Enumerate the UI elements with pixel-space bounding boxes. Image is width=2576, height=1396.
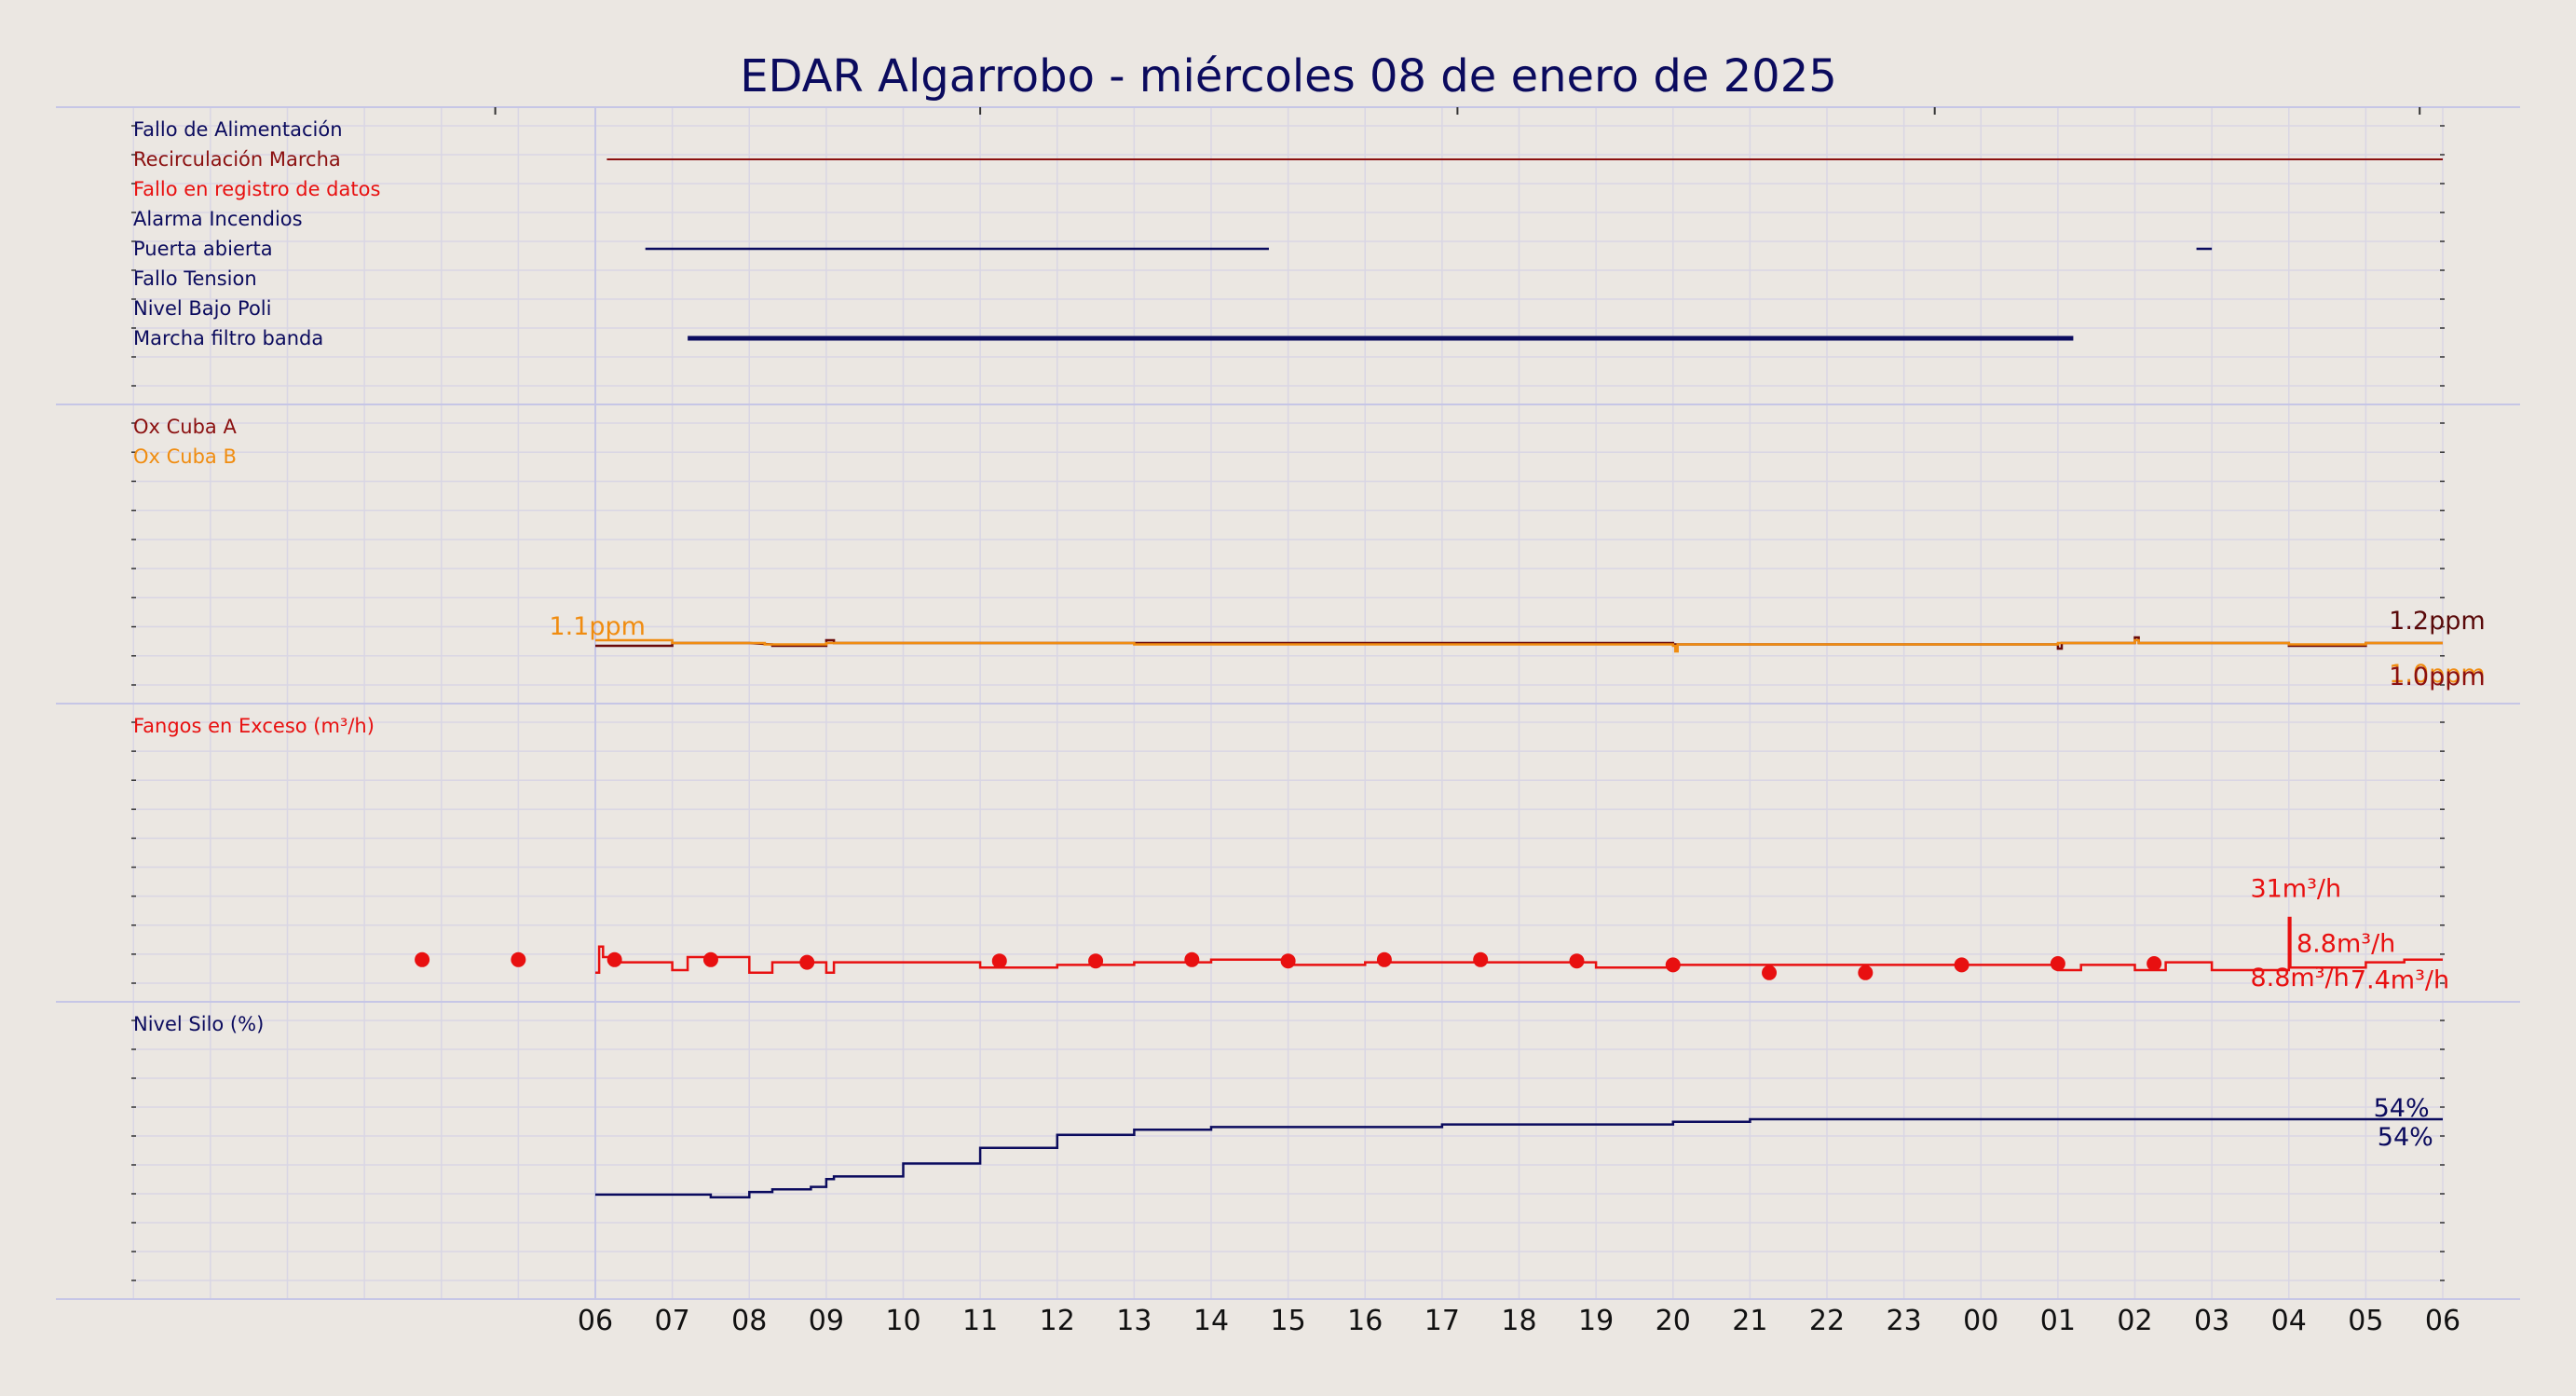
- data-point: [1088, 953, 1104, 969]
- data-label: 1.1ppm: [549, 612, 646, 641]
- panel-label: Fallo en registro de datos: [133, 178, 380, 200]
- series-line: [595, 916, 2443, 975]
- data-point: [415, 951, 430, 967]
- x-tick-label: 15: [1271, 1305, 1306, 1337]
- x-tick-label: 05: [2348, 1305, 2383, 1337]
- data-label: 54%: [2378, 1123, 2433, 1152]
- x-tick-label: 09: [809, 1305, 844, 1337]
- data-layer: [415, 158, 2443, 1198]
- series-line: [595, 1117, 2443, 1198]
- text-layer: EDAR Algarrobo - miércoles 08 de enero d…: [133, 50, 2486, 1337]
- panel-label: Ox Cuba A: [133, 416, 237, 438]
- data-label: 8.8m³/h: [2250, 964, 2349, 992]
- panel-label: Fangos en Exceso (m³/h): [133, 715, 375, 737]
- data-point: [991, 953, 1007, 969]
- panel-label: Fallo de Alimentación: [133, 118, 343, 141]
- x-tick-label: 20: [1656, 1305, 1691, 1337]
- data-point: [1376, 951, 1392, 967]
- x-tick-label: 04: [2271, 1305, 2307, 1337]
- x-tick-label: 02: [2117, 1305, 2152, 1337]
- x-tick-label: 00: [1963, 1305, 1998, 1337]
- data-label: 1.0ppm: [2389, 660, 2486, 689]
- data-label: 8.8m³/h: [2297, 929, 2395, 958]
- data-point: [1184, 951, 1200, 967]
- x-tick-label: 22: [1809, 1305, 1845, 1337]
- data-point: [1762, 965, 1778, 980]
- panel-label: Nivel Bajo Poli: [133, 297, 271, 320]
- x-tick-label: 13: [1116, 1305, 1152, 1337]
- data-label: 54%: [2374, 1094, 2430, 1123]
- data-point: [2147, 956, 2162, 971]
- series-line: [595, 638, 2443, 653]
- x-tick-label: 12: [1040, 1305, 1075, 1337]
- x-tick-label: 01: [2040, 1305, 2076, 1337]
- data-point: [1569, 953, 1585, 969]
- panel-label: Recirculación Marcha: [133, 148, 341, 171]
- data-label: 1.0ppm: [2389, 663, 2486, 691]
- data-label: 31m³/h: [2250, 875, 2341, 904]
- x-tick-label: 14: [1193, 1305, 1229, 1337]
- frame-layer: [56, 106, 2520, 1300]
- x-tick-label: 03: [2194, 1305, 2229, 1337]
- data-point: [702, 951, 718, 967]
- x-tick-label: 16: [1347, 1305, 1383, 1337]
- data-point: [799, 954, 815, 970]
- data-point: [1280, 953, 1296, 969]
- panel-label: Ox Cuba B: [133, 445, 237, 468]
- x-tick-label: 06: [578, 1305, 613, 1337]
- x-tick-label: 08: [731, 1305, 767, 1337]
- data-point: [1858, 965, 1874, 980]
- data-label: 1.2ppm: [2389, 607, 2486, 636]
- x-tick-label: 10: [885, 1305, 920, 1337]
- x-tick-label: 07: [655, 1305, 690, 1337]
- data-point: [1665, 957, 1681, 973]
- data-point: [607, 951, 622, 967]
- x-tick-label: 21: [1732, 1305, 1767, 1337]
- x-tick-label: 23: [1887, 1305, 1922, 1337]
- panel-label: Marcha filtro banda: [133, 327, 323, 349]
- panel-label: Alarma Incendios: [133, 208, 303, 230]
- x-tick-label: 19: [1578, 1305, 1614, 1337]
- x-tick-label: 18: [1501, 1305, 1536, 1337]
- data-point: [511, 951, 526, 967]
- data-point: [2050, 956, 2065, 971]
- x-tick-label: 11: [962, 1305, 998, 1337]
- panel-label: Fallo Tension: [133, 267, 257, 290]
- panel-label: Puerta abierta: [133, 238, 273, 260]
- data-point: [1954, 957, 1969, 973]
- data-label: 7.4m³/h: [2351, 966, 2449, 995]
- panel-label: Nivel Silo (%): [133, 1013, 264, 1035]
- data-point: [1473, 951, 1489, 967]
- x-tick-label: 06: [2425, 1305, 2460, 1337]
- chart-title: EDAR Algarrobo - miércoles 08 de enero d…: [740, 50, 1837, 103]
- x-tick-label: 17: [1424, 1305, 1460, 1337]
